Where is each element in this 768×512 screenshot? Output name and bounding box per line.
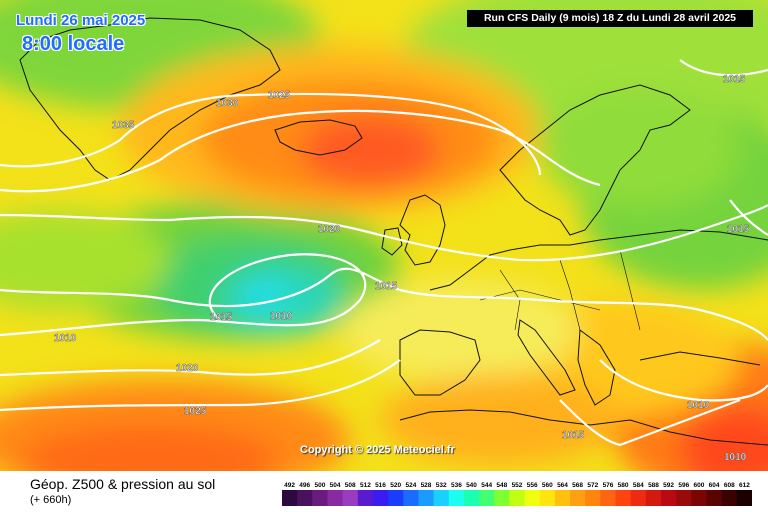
color-scale: 492 496 500 504 508 512 516 520 524 528 532 536 540 5… [282,482,752,506]
coastlines [19,17,768,446]
scale-swatch [282,490,298,506]
scale-swatch [585,490,601,506]
isobar-label: 1015 [727,224,750,235]
isobars [0,59,768,447]
scale-label: 572 [587,482,598,489]
scale-swatch [691,490,708,506]
scale-label: 576 [603,482,614,489]
scale-label: 596 [678,482,689,489]
scale-label: 524 [405,482,416,489]
isobar-label: 1010 [724,452,747,463]
scale-label: 508 [345,482,356,489]
isobar-label: 1035 [112,120,135,131]
forecast-date: Lundi 26 mai 2025 [16,12,146,29]
scale-swatch [297,490,313,506]
isobar-label: 1015 [723,74,746,85]
scale-label: 584 [633,482,644,489]
scale-label: 568 [572,482,583,489]
scale-label: 612 [739,482,750,489]
scale-label: 588 [648,482,659,489]
scale-swatch [357,490,374,506]
scale-label: 560 [542,482,553,489]
scale-swatch [554,490,571,506]
scale-label: 528 [421,482,432,489]
forecast-time: 8:00 locale [22,33,125,55]
isobar-label: 1015 [210,312,233,323]
model-run-info: Run CFS Daily (9 mois) 18 Z du Lundi 28 … [467,10,753,27]
scale-swatch [570,490,586,506]
scale-swatch [373,490,389,506]
isobar-label: 1015 [562,430,585,441]
scale-label: 564 [557,482,568,489]
scale-swatch [721,490,738,506]
scale-swatch [312,490,328,506]
scale-swatch [479,490,495,506]
scale-label: 516 [375,482,386,489]
scale-swatch [327,490,344,506]
scale-swatch [388,490,404,506]
scale-label: 592 [663,482,674,489]
scale-label: 604 [709,482,720,489]
copyright-notice: Copyright © 2025 Meteociel.fr [300,444,455,456]
scale-label: 556 [527,482,538,489]
scale-label: 600 [693,482,704,489]
scale-label: 544 [481,482,492,489]
scale-label: 512 [360,482,371,489]
scale-swatch [539,490,556,506]
scale-swatch [615,490,632,506]
scale-swatch [736,490,752,506]
scale-label: 540 [466,482,477,489]
isobar-label: 1025 [184,406,207,417]
scale-label: 504 [330,482,341,489]
scale-swatch [342,490,359,506]
isobar-label: 1010 [54,333,77,344]
scale-label: 492 [284,482,295,489]
isobar-label: 1010 [270,311,293,322]
scale-swatch [403,490,419,506]
isobar-label: 1015 [375,281,398,292]
isobar-label: 1020 [176,363,199,374]
isobar-label: 1010 [687,400,710,411]
scale-label: 552 [512,482,523,489]
isobar-label: 1025 [268,90,291,101]
legend-title: Géop. Z500 & pression au sol [30,476,216,492]
scale-swatch [645,490,662,506]
scale-swatch [524,490,541,506]
scale-swatch [463,490,480,506]
scale-swatch [600,490,617,506]
legend-subtitle: (+ 660h) [30,494,72,506]
scale-label: 536 [451,482,462,489]
scale-swatch [706,490,723,506]
scale-label: 580 [618,482,629,489]
scale-swatch [661,490,677,506]
scale-label: 608 [724,482,735,489]
scale-swatch [433,490,450,506]
geopotential-field [0,0,768,471]
isobar-label: 1020 [318,224,341,235]
scale-swatch [676,490,692,506]
scale-swatch [494,490,510,506]
scale-label: 500 [314,482,325,489]
scale-label: 520 [390,482,401,489]
scale-label: 496 [299,482,310,489]
scale-swatch [418,490,435,506]
geopotential-pressure-map: 1035 1030 1025 1020 1015 1010 1015 1010 … [0,0,768,471]
isobar-label: 1030 [216,98,239,109]
isobar-labels: 1035 1030 1025 1020 1015 1010 1015 1010 … [54,74,750,464]
scale-swatch [630,490,647,506]
scale-label: 532 [436,482,447,489]
scale-swatch [509,490,526,506]
scale-swatch [448,490,465,506]
scale-label: 548 [496,482,507,489]
